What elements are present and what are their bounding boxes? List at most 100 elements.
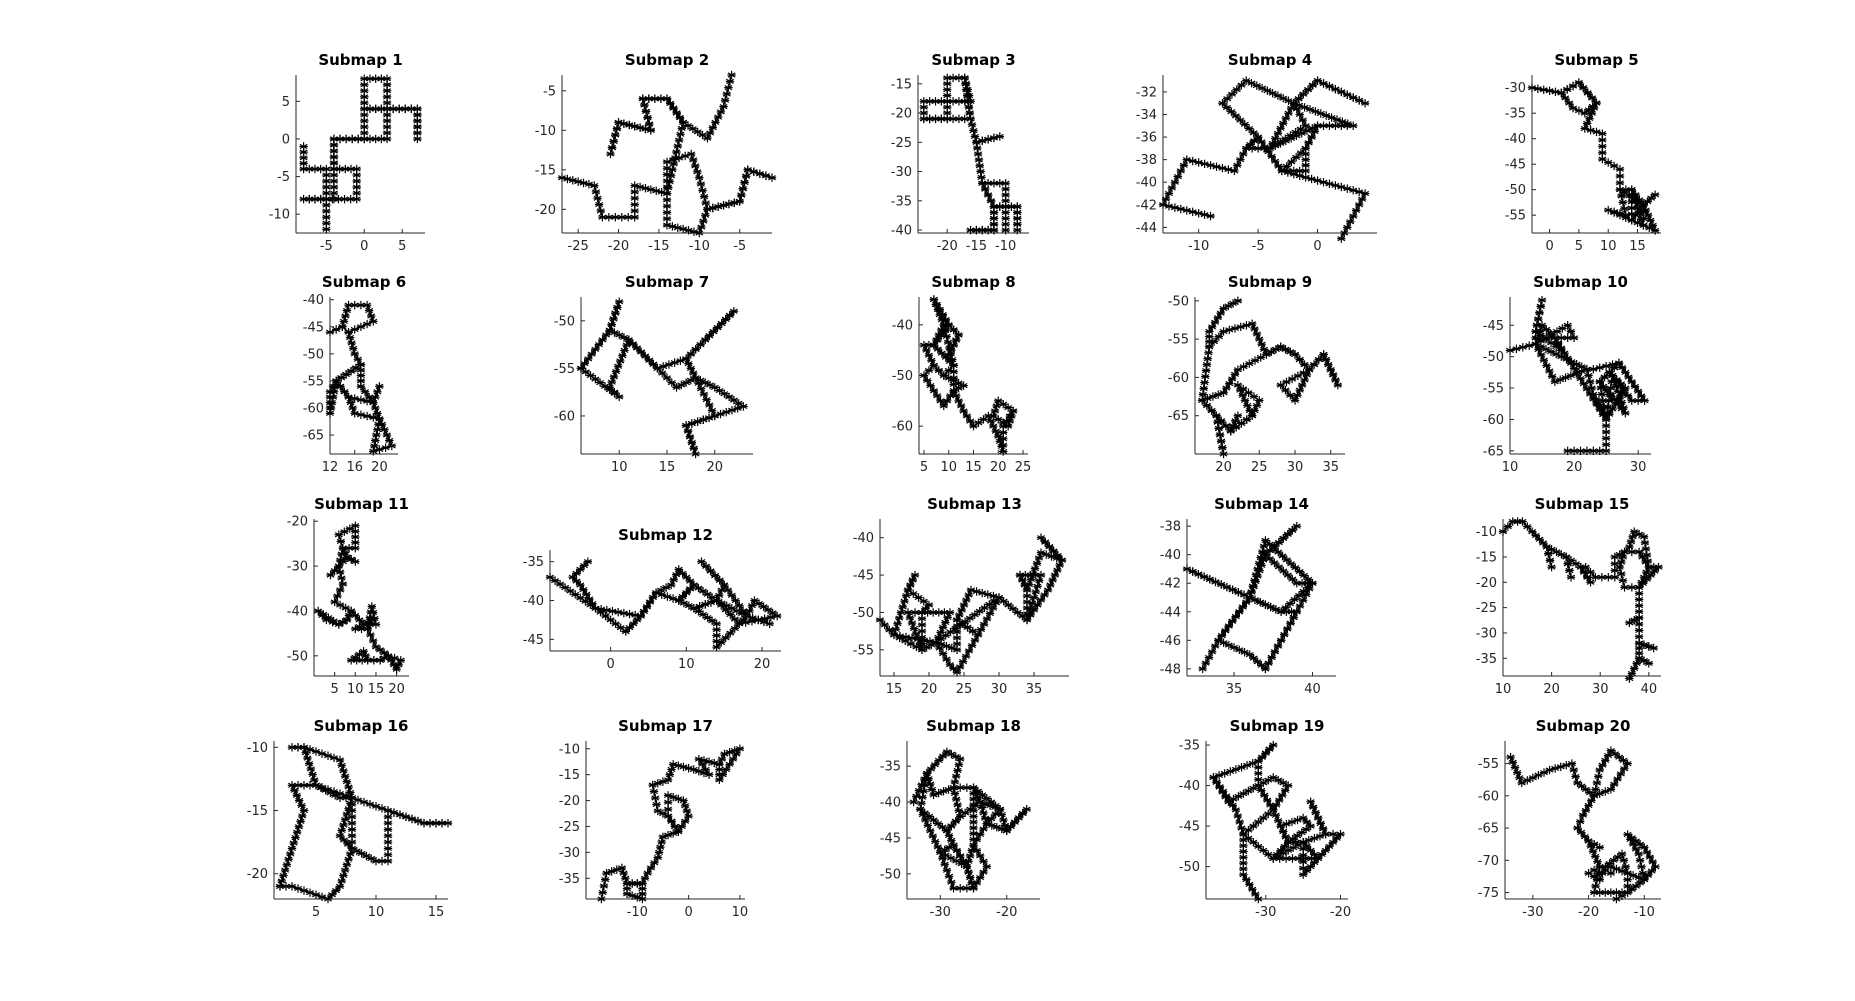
- y-tick-label: -50: [1168, 294, 1189, 309]
- x-tick-label: 5: [398, 239, 406, 254]
- marker-group: [1182, 521, 1317, 674]
- data-point-marker: [1584, 371, 1593, 380]
- data-point-marker: [326, 403, 336, 413]
- data-point-marker: [375, 382, 384, 391]
- data-point-marker: [275, 882, 285, 891]
- data-point-marker: [905, 613, 915, 622]
- data-point-marker: [1050, 570, 1060, 580]
- data-point-marker: [976, 167, 985, 176]
- data-point-marker: [953, 800, 962, 810]
- data-point-marker: [613, 303, 622, 312]
- x-tick-label: -20: [1330, 905, 1351, 920]
- x-tick-label: -20: [996, 905, 1017, 920]
- data-point-marker: [1034, 553, 1044, 563]
- y-tick-label: -40: [1160, 548, 1181, 563]
- data-point-marker: [371, 620, 381, 629]
- x-tick-label: 35: [1026, 682, 1043, 697]
- data-point-marker: [741, 171, 751, 181]
- submap-title: Submap 17: [618, 717, 713, 735]
- data-point-marker: [371, 392, 380, 402]
- x-tick-label: 30: [1630, 460, 1647, 475]
- data-point-marker: [957, 605, 966, 615]
- data-point-marker: [964, 102, 974, 112]
- data-point-marker: [329, 140, 339, 150]
- marker-group: [875, 533, 1067, 677]
- data-point-marker: [594, 200, 604, 209]
- data-point-marker: [961, 79, 970, 88]
- marker-group: [1158, 76, 1370, 243]
- data-point-marker: [955, 610, 964, 620]
- y-tick-label: -55: [1505, 209, 1526, 224]
- data-point-marker: [344, 782, 353, 792]
- data-point-marker: [345, 333, 355, 342]
- submap-title: Submap 8: [931, 273, 1015, 291]
- y-tick-label: -15: [891, 77, 912, 92]
- data-point-marker: [287, 844, 297, 853]
- x-tick-label: 20: [388, 682, 405, 697]
- y-tick-label: -50: [892, 369, 913, 384]
- submap-title: Submap 19: [1230, 717, 1325, 735]
- data-point-marker: [613, 362, 623, 371]
- data-point-marker: [609, 137, 618, 146]
- marker-group: [919, 295, 1018, 456]
- marker-group: [1527, 78, 1660, 235]
- data-point-marker: [609, 372, 619, 382]
- data-point-marker: [336, 537, 346, 546]
- data-point-marker: [701, 211, 710, 220]
- y-tick-label: -35: [1476, 652, 1497, 667]
- y-tick-label: -50: [287, 649, 308, 664]
- x-tick-label: -20: [937, 239, 958, 254]
- submap-17: Submap 17 -10 0 10 -35 -30 -25 -20 -15 -10: [559, 717, 748, 920]
- trajectory-line: [302, 78, 419, 230]
- data-point-marker: [1571, 772, 1580, 781]
- data-point-marker: [952, 771, 961, 781]
- x-tick-label: 30: [991, 682, 1008, 697]
- trajectory-line: [317, 525, 402, 670]
- data-point-marker: [1048, 575, 1057, 585]
- y-tick-label: -60: [1168, 371, 1189, 386]
- y-tick-label: -10: [247, 741, 268, 756]
- data-point-marker: [992, 401, 1001, 411]
- marker-group: [1197, 296, 1343, 459]
- data-point-marker: [382, 86, 392, 95]
- data-point-marker: [687, 149, 696, 159]
- data-point-marker: [1031, 587, 1040, 597]
- y-tick-label: -40: [880, 796, 901, 811]
- data-point-marker: [893, 619, 902, 628]
- x-tick-label: 10: [732, 905, 749, 920]
- x-tick-label: -25: [568, 239, 589, 254]
- data-point-marker: [942, 866, 952, 875]
- data-point-marker: [1233, 811, 1242, 821]
- x-tick-label: 20: [1566, 460, 1583, 475]
- x-tick-label: 10: [940, 460, 957, 475]
- x-tick-label: -5: [320, 239, 333, 254]
- submap-title: Submap 3: [931, 51, 1015, 69]
- data-point-marker: [340, 865, 350, 875]
- y-tick-label: -10: [559, 742, 580, 757]
- data-point-marker: [339, 317, 349, 326]
- data-point-marker: [969, 126, 978, 135]
- x-tick-label: 10: [347, 682, 364, 697]
- data-point-marker: [607, 377, 616, 387]
- submap-18: Submap 18 -30 -20 -50 -45 -40 -35: [880, 717, 1040, 920]
- data-point-marker: [342, 777, 352, 786]
- data-point-marker: [944, 872, 954, 881]
- data-point-marker: [941, 618, 950, 627]
- data-point-marker: [1199, 384, 1208, 393]
- data-point-marker: [908, 575, 917, 585]
- data-point-marker: [977, 173, 986, 182]
- x-tick-label: 15: [428, 905, 445, 920]
- y-tick-label: -55: [1478, 757, 1499, 772]
- x-tick-label: 0: [684, 905, 692, 920]
- data-point-marker: [967, 120, 977, 129]
- submap-title: Submap 18: [926, 717, 1021, 735]
- x-tick-label: -30: [1255, 905, 1276, 920]
- x-tick-label: -10: [1634, 905, 1655, 920]
- data-point-marker: [611, 213, 620, 222]
- y-tick-label: -30: [1476, 626, 1497, 641]
- data-point-marker: [964, 590, 973, 600]
- data-point-marker: [722, 89, 731, 99]
- data-point-marker: [616, 356, 625, 366]
- marker-group: [299, 74, 422, 234]
- y-tick-label: -34: [1136, 108, 1157, 123]
